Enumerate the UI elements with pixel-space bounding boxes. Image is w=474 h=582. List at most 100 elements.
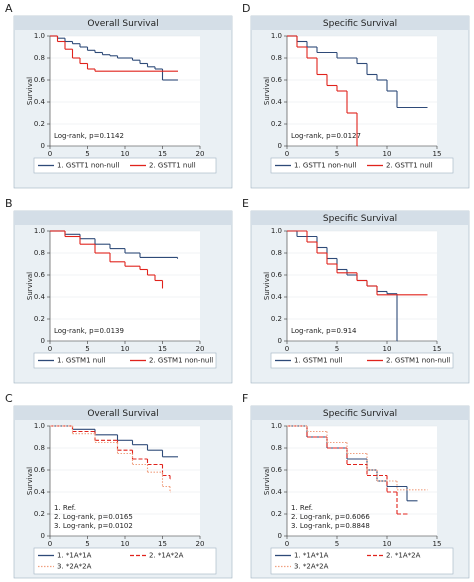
y-tick-label: 1.0 <box>271 227 282 235</box>
y-tick-label: 0.8 <box>271 444 282 452</box>
y-tick-label: 0.6 <box>271 271 283 279</box>
y-tick-label: 0.4 <box>34 98 46 106</box>
panel-letter: B <box>5 197 13 210</box>
x-tick-label: 15 <box>158 150 167 158</box>
legend-box <box>33 547 217 575</box>
y-tick-label: 1.0 <box>34 227 45 235</box>
y-axis-label: Survival <box>26 77 34 105</box>
x-tick-label: 20 <box>196 540 205 548</box>
annotation: 3. Log-rank, p=0.8848 <box>291 522 370 530</box>
panel-letter: D <box>242 2 250 15</box>
x-tick-label: 5 <box>85 540 89 548</box>
x-tick-label: 15 <box>433 345 442 353</box>
legend-label: 1. *1A*1A <box>57 552 92 560</box>
y-tick-label: 0 <box>41 142 45 150</box>
legend-label: 2. *1A*2A <box>386 552 421 560</box>
legend-box <box>33 157 217 174</box>
y-tick-label: 0.2 <box>34 315 45 323</box>
y-tick-label: 1.0 <box>271 422 282 430</box>
y-tick-label: 0.6 <box>271 466 283 474</box>
y-tick-label: 0.6 <box>34 271 46 279</box>
y-axis-label: Survival <box>263 272 271 300</box>
legend-label: 1. GSTM1 null <box>57 357 106 365</box>
x-tick-label: 10 <box>383 345 392 353</box>
x-tick-label: 0 <box>285 345 289 353</box>
title-band <box>251 406 469 420</box>
y-tick-label: 0 <box>41 532 45 540</box>
annotation: Log-rank, p=0.1142 <box>54 132 124 140</box>
x-tick-label: 10 <box>121 345 130 353</box>
legend-label: 2. GSTT1 null <box>149 162 196 170</box>
y-axis-label: Survival <box>26 467 34 495</box>
chart-title: Overall Survival <box>87 409 158 419</box>
y-tick-label: 0 <box>278 337 282 345</box>
x-tick-label: 0 <box>48 540 52 548</box>
legend-label: 1. GSTT1 non-null <box>57 162 119 170</box>
x-tick-label: 5 <box>335 540 339 548</box>
y-tick-label: 0.6 <box>34 466 46 474</box>
annotation: 2. Log-rank, p=0.0165 <box>54 513 133 521</box>
annotation: Log-rank, p=0.0139 <box>54 327 124 335</box>
y-tick-label: 0.4 <box>34 293 46 301</box>
x-tick-label: 5 <box>85 345 89 353</box>
legend-box <box>270 157 454 174</box>
legend-label: 3. *2A*2A <box>57 563 92 571</box>
y-tick-label: 0.6 <box>34 76 46 84</box>
y-tick-label: 0.2 <box>271 120 282 128</box>
x-tick-label: 15 <box>158 345 167 353</box>
plot-area <box>50 231 200 341</box>
y-axis-label: Survival <box>26 272 34 300</box>
y-tick-label: 0.4 <box>271 293 283 301</box>
x-tick-label: 15 <box>158 540 167 548</box>
x-tick-label: 5 <box>335 150 339 158</box>
legend-box <box>270 547 454 575</box>
y-tick-label: 1.0 <box>271 32 282 40</box>
x-tick-label: 15 <box>433 150 442 158</box>
legend-label: 2. GSTT1 null <box>386 162 433 170</box>
chart-title: Overall Survival <box>87 19 158 29</box>
x-tick-label: 20 <box>196 345 205 353</box>
x-tick-label: 0 <box>48 345 52 353</box>
y-tick-label: 0.6 <box>271 76 283 84</box>
plot-area <box>50 426 200 536</box>
y-tick-label: 0.4 <box>34 488 46 496</box>
plot-area <box>287 36 437 146</box>
x-tick-label: 20 <box>196 150 205 158</box>
y-tick-label: 0.2 <box>34 120 45 128</box>
x-tick-label: 10 <box>383 540 392 548</box>
chart-title: Specific Survival <box>323 409 397 419</box>
plot-area <box>287 426 437 536</box>
y-tick-label: 0.2 <box>271 510 282 518</box>
annotation: Log-rank, p=0.914 <box>291 327 357 335</box>
x-tick-label: 10 <box>121 540 130 548</box>
panel-letter: A <box>5 2 13 15</box>
chart-title: Specific Survival <box>323 214 397 224</box>
legend-label: 2. GSTM1 non-null <box>149 357 213 365</box>
plot-area <box>287 231 437 341</box>
panel-letter: C <box>5 392 13 405</box>
x-tick-label: 5 <box>85 150 89 158</box>
x-tick-label: 10 <box>383 150 392 158</box>
y-tick-label: 1.0 <box>34 422 45 430</box>
y-tick-label: 0 <box>278 532 282 540</box>
legend-label: 1. *1A*1A <box>294 552 329 560</box>
title-band <box>14 211 232 225</box>
panel-letter: E <box>242 197 249 210</box>
y-tick-label: 0.4 <box>271 488 283 496</box>
title-band <box>14 406 232 420</box>
annotation: 2. Log-rank, p=0.6066 <box>291 513 370 521</box>
y-tick-label: 1.0 <box>34 32 45 40</box>
legend-box <box>270 352 454 369</box>
x-tick-label: 0 <box>285 150 289 158</box>
title-band <box>251 211 469 225</box>
y-tick-label: 0 <box>41 337 45 345</box>
y-axis-label: Survival <box>263 77 271 105</box>
annotation: 1. Ref. <box>54 504 76 512</box>
x-tick-label: 10 <box>121 150 130 158</box>
legend-label: 1. GSTM1 null <box>294 357 343 365</box>
plot-area <box>50 36 200 146</box>
y-tick-label: 0.2 <box>34 510 45 518</box>
legend-label: 1. GSTT1 non-null <box>294 162 356 170</box>
annotation: Log-rank, p=0.0127 <box>291 132 361 140</box>
